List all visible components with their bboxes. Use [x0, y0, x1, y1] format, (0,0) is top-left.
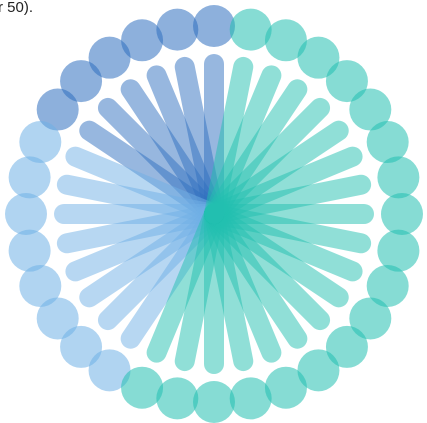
- dot: [8, 229, 51, 272]
- dot: [377, 229, 420, 272]
- dot: [193, 381, 235, 423]
- dot: [88, 36, 131, 79]
- ray: [204, 56, 254, 224]
- caption-fragment: r 50).: [0, 0, 33, 16]
- dot: [60, 60, 103, 103]
- dot: [5, 193, 47, 235]
- dot: [264, 366, 307, 409]
- dot: [60, 325, 103, 368]
- dot: [381, 193, 423, 235]
- dot: [156, 8, 199, 51]
- dot: [297, 349, 340, 392]
- dot: [88, 349, 131, 392]
- dot: [325, 60, 368, 103]
- dot: [19, 264, 62, 307]
- dot: [366, 121, 409, 164]
- dot: [193, 5, 235, 47]
- dot: [36, 297, 79, 340]
- dot: [36, 88, 79, 131]
- dots: [5, 5, 423, 423]
- dot: [156, 377, 199, 420]
- dot: [229, 8, 272, 51]
- dot: [264, 19, 307, 62]
- dot: [349, 88, 392, 131]
- dot: [121, 366, 164, 409]
- dot: [229, 377, 272, 420]
- dot: [8, 156, 51, 199]
- dot: [377, 156, 420, 199]
- dot: [121, 19, 164, 62]
- dot: [366, 264, 409, 307]
- rays: [54, 54, 374, 374]
- dot: [325, 325, 368, 368]
- dot: [19, 121, 62, 164]
- dot: [349, 297, 392, 340]
- dot: [297, 36, 340, 79]
